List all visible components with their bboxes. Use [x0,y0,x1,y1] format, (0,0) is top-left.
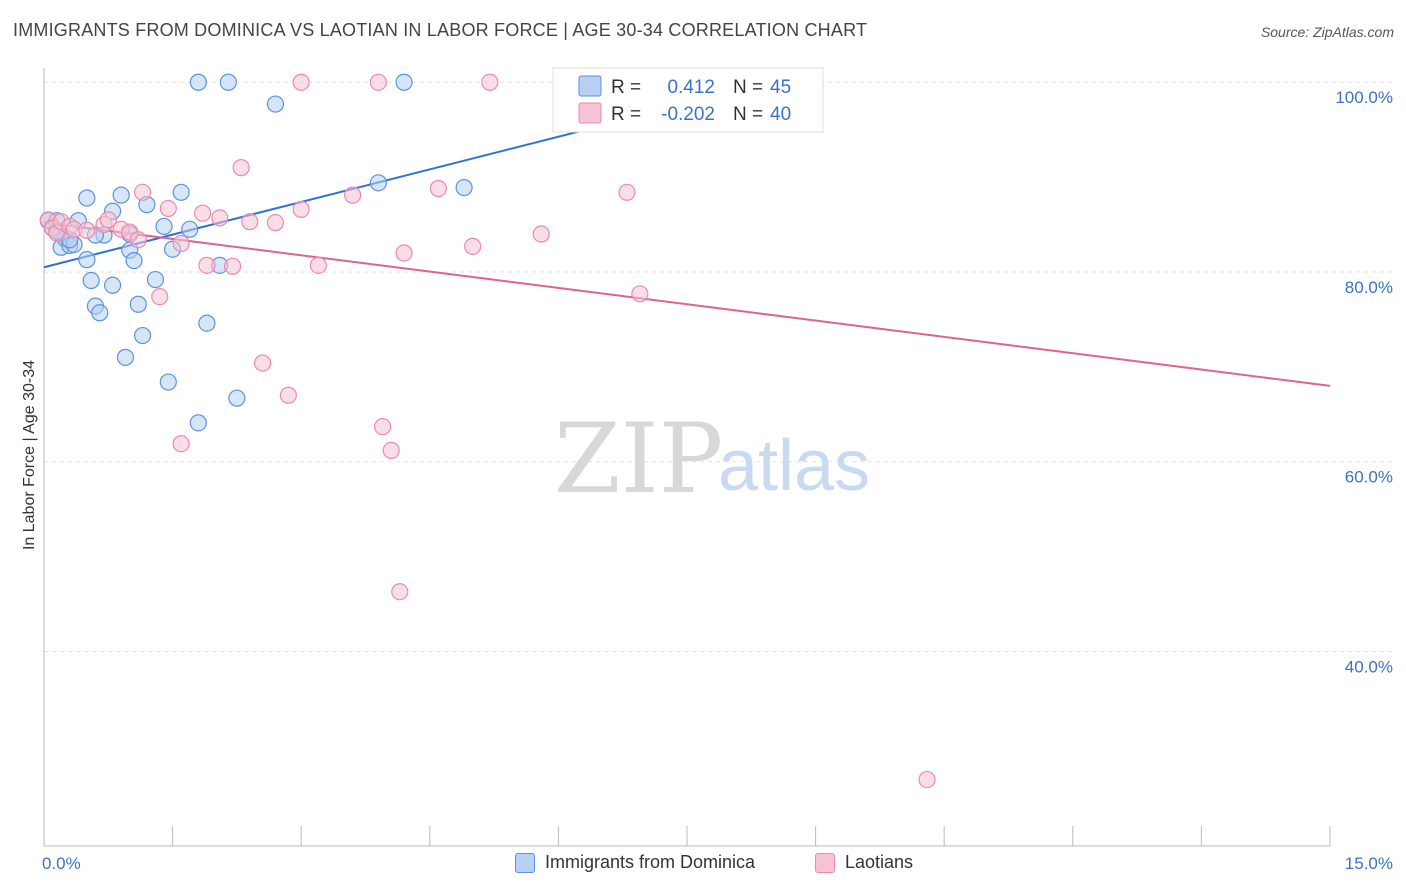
watermark-atlas: atlas [718,426,870,506]
y-tick-label: 40.0% [1345,658,1393,677]
dominica-point [455,178,473,197]
laotians-point [631,285,649,303]
legend-item-laotians[interactable]: Laotians [815,852,913,873]
laotians-point [172,435,190,453]
laotians-point [99,211,117,229]
stats-legend: R = 0.412 N = 45 R = -0.202 N = 40 [552,67,824,133]
legend-swatch-laotians [578,102,602,124]
legend-n-value: 45 [770,77,791,98]
dominica-point [219,73,237,91]
laotians-point [279,386,297,404]
dominica-point [159,373,177,391]
dominica-point [103,276,122,294]
axes [43,68,1331,847]
dominica-point [198,314,216,332]
legend-swatch-laotians [815,852,835,873]
laotians-point [241,213,259,231]
dominica-point [129,295,147,313]
laotians-point [395,244,413,262]
y-tick-label: 80.0% [1345,278,1393,297]
trend-lines [43,87,1331,387]
chart-title: IMMIGRANTS FROM DOMINICA VS LAOTIAN IN L… [13,20,868,40]
series-legend: Immigrants from Dominica Laotians [0,852,1406,880]
y-tick-labels: 100.0% 80.0% 60.0% 40.0% [1335,88,1393,676]
laotians-point [374,418,392,436]
dominica-point [266,95,285,113]
laotians-point [429,179,447,198]
laotians-point [918,770,936,789]
laotians-point [292,73,310,91]
legend-n-label: N = [733,104,763,125]
x-tick-label: 15.0% [1345,854,1393,873]
laotians-point [266,214,285,232]
dominica-point [82,271,100,290]
laotians-point [129,231,147,249]
legend-item-dominica[interactable]: Immigrants from Dominica [515,852,755,873]
dominica-point [369,174,387,192]
laotians-point [232,159,250,177]
legend-label-laotians: Laotians [845,852,914,872]
laotians-point [464,237,482,255]
laotians-point [344,186,362,204]
dominica-point [172,183,190,201]
dominica-point [133,326,152,345]
laotians-point [78,221,96,239]
laotians-point [224,257,242,275]
dominica-point [116,348,135,366]
legend-n-label: N = [733,77,763,98]
dominica-point [155,217,173,236]
laotians-trend-line [43,221,1331,387]
dominica-point [125,252,143,270]
legend-swatch-dominica [515,852,535,873]
laotians-point [309,256,327,274]
dominica-point [78,251,96,269]
x-tick-labels: 0.0% 15.0% [42,854,1393,873]
y-tick-label: 100.0% [1335,88,1393,107]
y-tick-label: 60.0% [1345,468,1393,487]
laotians-point [382,441,400,459]
dominica-point [146,270,165,289]
laotians-point [254,354,272,372]
dominica-point [189,414,207,432]
y-axis-title: In Labor Force | Age 30-34 [21,360,38,550]
legend-r-label: R = [611,104,641,125]
legend-swatch-dominica [578,75,602,97]
dominica-point [181,220,199,238]
dominica-point [78,189,96,207]
laotians-point [159,199,177,218]
laotians-point [172,234,190,253]
laotians-point [369,73,387,91]
laotians-point [198,256,216,274]
laotians-point [194,204,212,222]
laotians-point [481,73,499,91]
laotians-point [151,288,169,306]
dominica-point [189,73,207,91]
dominica-point [91,304,109,322]
x-tick-label: 0.0% [42,854,81,873]
dominica-point [228,389,246,407]
laotians-point [532,225,550,243]
dominica-point [112,186,130,204]
legend-r-value: 0.412 [667,77,715,98]
source-label: Source: ZipAtlas.com [1260,24,1394,40]
laotians-point [391,583,409,601]
laotians-point [292,200,310,218]
legend-n-value: 40 [770,104,791,125]
legend-r-label: R = [611,77,641,98]
dominica-point [395,73,413,91]
laotians-point [133,183,152,201]
watermark: ZIP atlas [554,403,870,515]
laotians-point [618,183,636,201]
laotians-point [211,209,229,227]
watermark-zip: ZIP [554,403,723,515]
legend-r-value: -0.202 [661,104,715,125]
legend-label-dominica: Immigrants from Dominica [545,852,756,872]
